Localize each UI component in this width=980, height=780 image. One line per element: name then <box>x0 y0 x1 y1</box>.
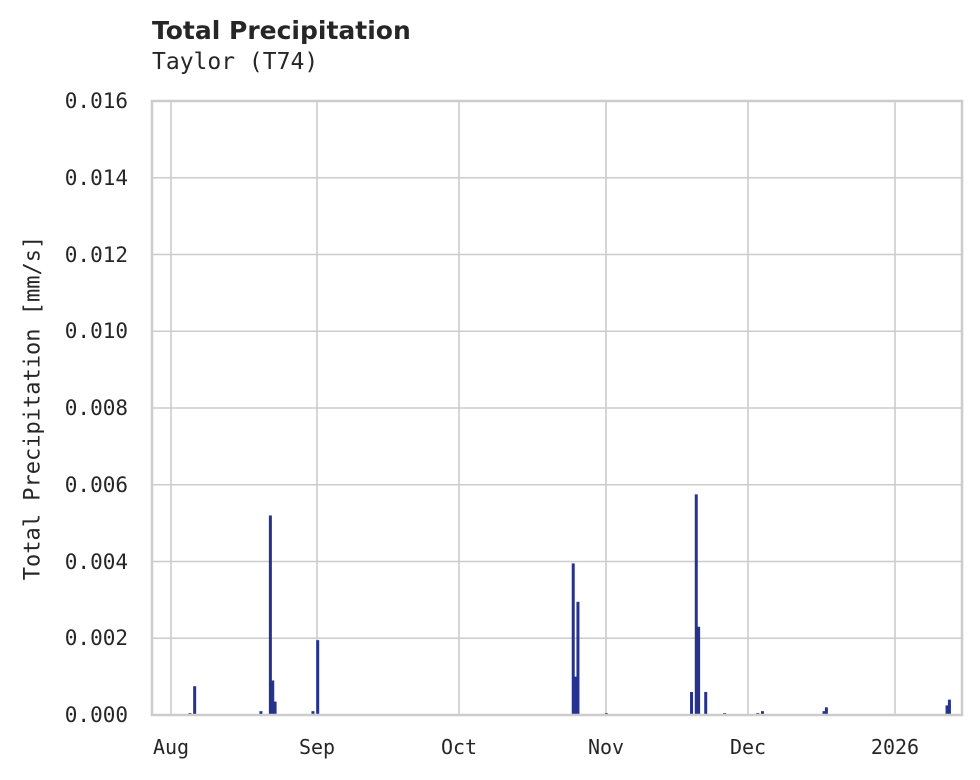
x-tick-label: Aug <box>152 735 190 759</box>
x-tick-label: 2026 <box>870 735 920 759</box>
y-tick-label: 0.008 <box>64 396 128 420</box>
y-tick-label: 0.002 <box>64 626 128 651</box>
y-tick-label: 0.016 <box>64 89 128 113</box>
y-tick-label: 0.000 <box>64 703 128 727</box>
x-tick-label: Oct <box>440 735 478 759</box>
y-tick-label: 0.010 <box>64 319 128 344</box>
x-tick-label: Dec <box>729 735 767 759</box>
x-tick-label: Sep <box>298 735 336 759</box>
y-tick-label: 0.012 <box>64 242 128 267</box>
chart-subtitle: Taylor (T74) <box>152 49 319 75</box>
y-tick-label: 0.006 <box>64 472 128 497</box>
chart-title: Total Precipitation <box>152 16 411 45</box>
y-tick-label: 0.014 <box>64 165 128 190</box>
y-tick-label: 0.004 <box>64 549 128 574</box>
x-tick-label: Nov <box>587 735 625 759</box>
